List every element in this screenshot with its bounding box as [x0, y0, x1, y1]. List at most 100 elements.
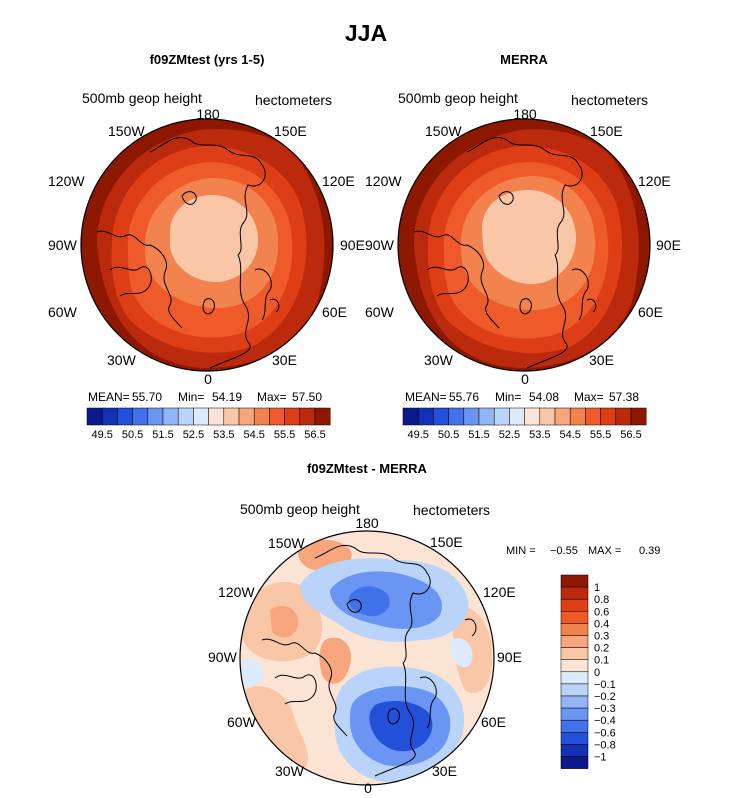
colorbar-tick-label: 56.5: [620, 429, 641, 441]
lon-label-120w: 120W: [218, 584, 255, 600]
stat-min-value: −0.55: [550, 545, 578, 557]
colorbar-swatch: [554, 407, 571, 426]
colorbar-swatch: [524, 407, 541, 426]
stat-mean-value: 55.70: [132, 390, 162, 404]
contour-band-54.5: [170, 195, 258, 283]
stat-min-value: 54.19: [212, 390, 242, 404]
colorbar-tick-label: 0.3: [594, 631, 609, 643]
stat-max-label: MAX =: [588, 545, 621, 557]
colorbar-swatch: [560, 744, 589, 757]
lon-label-180: 180: [196, 106, 220, 122]
colorbar-tick-label: 0.6: [594, 606, 609, 618]
colorbar-tick-label: 55.5: [274, 429, 295, 441]
colorbar-tick-label: 49.5: [407, 429, 428, 441]
colorbar-swatch: [560, 756, 589, 769]
colorbar-tick-label: 55.5: [590, 429, 611, 441]
colorbar-tick-label: 50.5: [122, 429, 143, 441]
colorbar-tick-label: 51.5: [152, 429, 173, 441]
stats-line: MEAN= 55.70 Min= 54.19 Max= 57.50: [88, 390, 322, 404]
variable-label: 500mb geop height: [82, 90, 202, 106]
lon-label-150e: 150E: [274, 123, 307, 139]
colorbar-tick-label: −1: [594, 752, 607, 764]
polar-map: [81, 119, 333, 371]
coastlines: [261, 544, 477, 777]
colorbar-swatch: [560, 574, 589, 588]
colorbar-swatch: [177, 407, 194, 426]
colorbar-swatch: [615, 407, 632, 426]
lon-label-150w: 150W: [425, 123, 462, 139]
lon-label-180: 180: [355, 515, 379, 531]
colorbar-swatch: [193, 407, 209, 426]
diff-patch-negative: [369, 700, 433, 752]
colorbar-swatch: [478, 407, 495, 426]
stat-max-value: 57.38: [609, 390, 639, 404]
lon-label-150w: 150W: [268, 535, 305, 551]
stat-min-label: Min=: [495, 390, 521, 404]
lon-label-60e: 60E: [638, 304, 663, 320]
colorbar-swatch: [238, 407, 255, 426]
colorbar-swatch: [600, 407, 617, 426]
colorbar-swatch: [560, 598, 589, 612]
colorbar-tick-label: 54.5: [559, 429, 580, 441]
figure-title: JJA: [345, 20, 387, 46]
stat-mean-label: MEAN=: [88, 390, 130, 404]
lon-label-150e: 150E: [430, 534, 463, 550]
map-border: [397, 118, 651, 372]
colorbar-tick-label: 52.5: [499, 429, 520, 441]
units-label: hectometers: [571, 92, 648, 108]
colorbar-swatch: [560, 586, 589, 600]
colorbar-swatch: [299, 407, 316, 426]
colorbar-swatch: [208, 407, 225, 426]
colorbar-swatch: [433, 407, 449, 426]
colorbar-tick-label: 0: [594, 667, 600, 679]
panel-model: f09ZMtest (yrs 1-5) 500mb geop height he…: [48, 52, 365, 441]
lon-label-30w: 30W: [107, 352, 137, 368]
colorbar-swatch: [269, 407, 285, 426]
colorbar-tick-label: −0.4: [594, 715, 616, 727]
variable-label: 500mb geop height: [398, 90, 518, 106]
colorbar-tick-label: 0.2: [594, 643, 609, 655]
colorbar-swatch: [448, 407, 465, 426]
stat-min-label: Min=: [178, 390, 204, 404]
colorbar-tick-label: 1: [594, 582, 600, 594]
colorbar-swatch: [253, 407, 270, 426]
units-label: hectometers: [413, 502, 490, 518]
colorbar-tick-label: −0.1: [594, 679, 616, 691]
colorbar-swatch: [402, 407, 419, 426]
lon-label-30w: 30W: [424, 352, 454, 368]
stat-max-label: Max=: [257, 390, 287, 404]
lon-label-120w: 120W: [365, 173, 402, 189]
colorbar-swatch: [132, 407, 149, 426]
colorbar-swatch: [560, 659, 589, 673]
colorbar-swatch: [147, 407, 164, 426]
colorbar-swatch: [560, 635, 589, 648]
lon-label-180: 180: [513, 106, 537, 122]
stat-mean-label: MEAN=: [405, 390, 447, 404]
diff-patch-positive: [270, 605, 299, 638]
colorbar: 49.5 50.5 51.5 52.5 53.5 54.5 55.5 56.5: [86, 407, 331, 441]
colorbar-tick-label: 50.5: [438, 429, 459, 441]
colorbar-swatch: [417, 407, 434, 426]
colorbar-swatch: [560, 707, 589, 721]
lon-label-60w: 60W: [48, 304, 78, 320]
lon-label-120e: 120E: [483, 584, 516, 600]
units-label: hectometers: [255, 92, 332, 108]
polar-map: [240, 531, 494, 785]
colorbar-tick-label: 49.5: [91, 429, 112, 441]
lon-label-90e: 90E: [497, 649, 522, 665]
colorbar-swatch: [284, 407, 301, 426]
colorbar-swatch: [101, 407, 118, 426]
colorbar-tick-label: 56.5: [304, 429, 325, 441]
colorbar-swatch: [223, 407, 240, 426]
colorbar-swatch: [630, 407, 647, 426]
colorbar-swatch: [560, 623, 589, 636]
colorbar: 49.5 50.5 51.5 52.5 53.5 54.5 55.5 56.5: [402, 407, 647, 441]
colorbar-swatch: [539, 407, 556, 426]
colorbar-tick-label: 0.4: [594, 618, 609, 630]
lon-label-120e: 120E: [322, 173, 355, 189]
lon-label-60w: 60W: [365, 304, 395, 320]
diff-patch-positive: [245, 686, 309, 772]
stat-max-value: 57.50: [292, 390, 322, 404]
diff-patch-positive: [319, 637, 351, 684]
lon-label-120e: 120E: [638, 173, 671, 189]
